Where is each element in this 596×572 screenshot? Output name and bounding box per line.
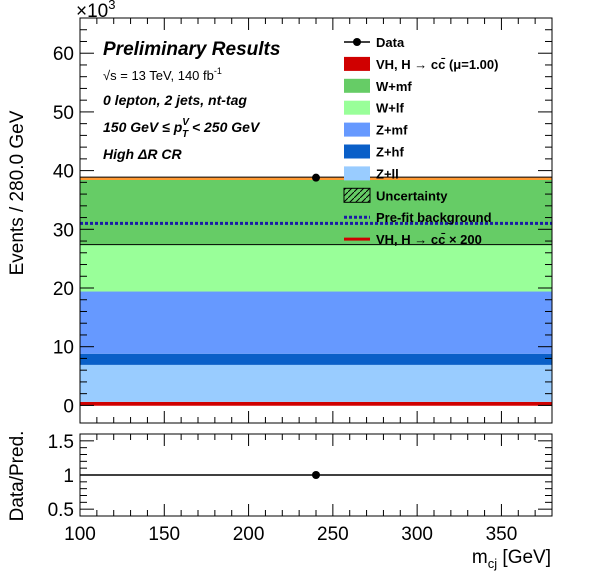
stack-bar-3 xyxy=(80,291,552,354)
y-multiplier-exp: 3 xyxy=(108,0,115,12)
annotation-title: Preliminary Results xyxy=(103,39,280,60)
annotation-energy-text: √s = 13 TeV, 140 fb xyxy=(103,68,214,83)
annotation-pt-tail: < 250 GeV xyxy=(188,119,261,135)
x-tick-label: 150 xyxy=(148,524,180,545)
legend-label-wlf: W+lf xyxy=(376,101,404,116)
annotation-pt-cut: 150 GeV ≤ pV T < 250 GeV xyxy=(103,117,261,140)
ratio-y-tick-label: 1.5 xyxy=(48,432,74,453)
ratio-y-ticks: 0.5 1 1.5 xyxy=(48,432,552,521)
ratio-overlays xyxy=(80,471,552,479)
legend-label-zmf: Z+mf xyxy=(376,123,408,138)
x-tick-label: 350 xyxy=(486,524,518,545)
main-overlays xyxy=(80,173,552,406)
y-tick-label: 0 xyxy=(63,396,74,417)
legend-marker-uncertainty xyxy=(343,187,371,203)
annotation-region2: High ΔR CR xyxy=(103,146,183,162)
annotation-energy-exp: -1 xyxy=(214,66,222,76)
legend-marker-data xyxy=(353,38,361,46)
stack-bar-2 xyxy=(80,353,552,365)
y-tick-label: 30 xyxy=(53,220,74,241)
annotation-region: 0 lepton, 2 jets, nt-tag xyxy=(103,92,247,108)
legend-swatch-signal xyxy=(344,56,370,71)
y-multiplier: ×103 xyxy=(76,0,115,22)
x-axis-label-sub: cj xyxy=(488,556,498,571)
ratio-plot-panel: 0.5 1 1.5 100 150 200 250 300 350 xyxy=(48,432,553,545)
ratio-y-tick-label: 0.5 xyxy=(48,500,74,521)
y-tick-label: 40 xyxy=(53,162,74,183)
x-tick-label: 250 xyxy=(317,524,349,545)
ratio-x-ticks: 100 150 200 250 300 350 xyxy=(64,434,553,545)
legend-swatch-wlf xyxy=(344,100,370,115)
main-y-axis-label: Events / 280.0 GeV xyxy=(7,110,28,275)
stack-bar-4 xyxy=(80,244,552,292)
x-tick-label: 200 xyxy=(233,524,265,545)
legend-label-zll: Z+ll xyxy=(376,166,399,181)
main-y-ticks: 0 10 20 30 40 50 60 xyxy=(53,29,552,417)
ratio-y-tick-label: 1 xyxy=(63,466,74,487)
y-tick-label: 50 xyxy=(53,103,74,124)
x-axis-label-unit: [GeV] xyxy=(497,547,551,568)
stack-bar-1 xyxy=(80,364,552,402)
main-plot-panel: 0 10 20 30 40 50 60 xyxy=(53,17,553,424)
y-tick-label: 10 xyxy=(53,338,74,359)
annotation-pt-text: 150 GeV ≤ p xyxy=(103,119,183,135)
legend-label-data: Data xyxy=(376,35,405,50)
ratio-point xyxy=(312,471,320,479)
y-multiplier-base: ×10 xyxy=(76,1,108,22)
legend-label-signal: VH, H → cc̄ (μ=1.00) xyxy=(376,57,498,72)
legend-label-sigx200: VH, H → cc̄ × 200 xyxy=(376,232,482,247)
y-tick-label: 20 xyxy=(53,279,74,300)
stack-bar-5 xyxy=(80,180,552,245)
legend-label-zhf: Z+hf xyxy=(376,145,404,160)
legend-label-wmf: W+mf xyxy=(376,79,412,94)
main-x-ticks xyxy=(79,18,553,423)
y-tick-label: 60 xyxy=(53,44,74,65)
data-point xyxy=(312,173,320,182)
legend-label-unc: Uncertainty xyxy=(376,188,448,203)
x-tick-label: 100 xyxy=(64,524,96,545)
legend-swatch-zll xyxy=(344,166,370,181)
x-axis-label-m: m xyxy=(472,547,488,568)
legend-swatch-wmf xyxy=(344,78,370,93)
annotation-energy: √s = 13 TeV, 140 fb-1 xyxy=(103,66,222,83)
annotation-pt-sup: V xyxy=(182,117,190,128)
legend-label-prefit: Pre-fit background xyxy=(376,210,492,225)
annotation-pt-sub: T xyxy=(182,129,189,140)
x-tick-label: 300 xyxy=(401,524,433,545)
legend-swatch-zmf xyxy=(344,122,370,137)
legend-swatch-zhf xyxy=(344,144,370,159)
ratio-y-axis-label: Data/Pred. xyxy=(7,431,28,522)
legend: Data VH, H → cc̄ (μ=1.00) W+mf W+lf Z+mf Z+hf… xyxy=(343,35,498,247)
x-axis-label: mcj [GeV] xyxy=(472,547,551,571)
annotation-block: Preliminary Results √s = 13 TeV, 140 fb-… xyxy=(103,39,280,162)
